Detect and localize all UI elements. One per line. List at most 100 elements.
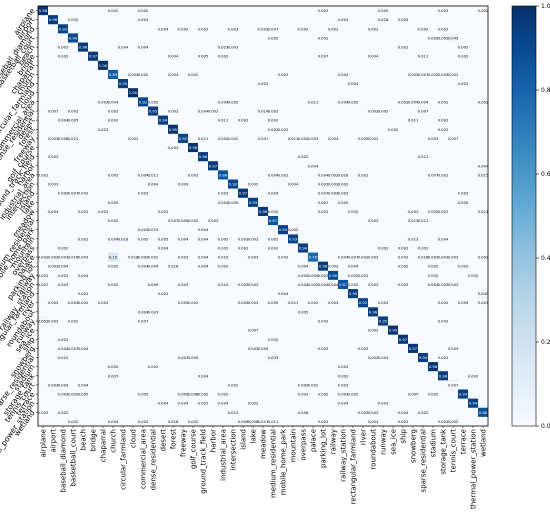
heatmap-cell	[178, 252, 188, 262]
x-tick-label: railway_station	[340, 429, 348, 482]
heatmap-cell	[268, 206, 278, 216]
heatmap-cell	[418, 97, 428, 107]
cell-value-label: 0.002	[398, 45, 409, 50]
heatmap-cell	[478, 289, 488, 299]
cell-value-label: 0.005	[438, 35, 449, 40]
heatmap-cell	[298, 261, 308, 271]
diagonal-cell	[298, 243, 308, 253]
heatmap-cell	[368, 416, 378, 426]
x-tick-label: river	[360, 429, 368, 445]
cell-value-label: 0.002	[138, 236, 149, 241]
heatmap-cell	[128, 252, 138, 262]
heatmap-cell	[168, 51, 178, 61]
cell-value-label: 0.004	[198, 236, 209, 241]
heatmap-cell	[348, 261, 358, 271]
heatmap-cell	[378, 106, 388, 116]
cell-value-label: 0.002	[458, 81, 469, 86]
colorbar-tick-label: 0.2	[541, 339, 550, 346]
cell-value-label: 0.002	[478, 99, 489, 104]
cell-value-label: 0.005	[108, 200, 119, 205]
cell-value-label: 0.002	[238, 282, 249, 287]
x-tick-label: dense_residential	[150, 429, 158, 490]
diagonal-cell	[408, 343, 418, 353]
cell-value-label: 0.002	[378, 300, 389, 305]
heatmap-cell	[208, 106, 218, 116]
heatmap-cell	[458, 298, 468, 308]
cell-value-label: 0.003	[438, 8, 449, 13]
heatmap-cell	[318, 389, 328, 399]
cell-value-label: 0.002	[278, 255, 289, 260]
cell-value-label: 0.97	[209, 163, 218, 168]
cell-value-label: 0.008	[58, 136, 69, 141]
cell-value-label: 0.002	[238, 245, 249, 250]
cell-value-label: 0.002	[478, 8, 489, 13]
x-tick-label: mountain	[290, 429, 298, 462]
diagonal-cell	[38, 6, 48, 16]
heatmap-cell	[438, 124, 448, 134]
cell-value-label: 0.002	[328, 172, 339, 177]
heatmap-cell	[328, 170, 338, 180]
heatmap-cell	[238, 279, 248, 290]
heatmap-cell	[428, 261, 438, 271]
cell-value-label: 0.002	[358, 172, 369, 177]
cell-value-label: 0.004	[138, 309, 149, 314]
cell-value-label: 0.002	[308, 382, 319, 387]
heatmap-cell	[398, 15, 408, 25]
cell-value-label: 0.004	[298, 282, 309, 287]
heatmap-cell	[198, 234, 208, 244]
x-tick-label: mobile_home_park	[280, 428, 288, 495]
cell-value-label: 0.011	[418, 218, 429, 223]
heatmap-cell	[438, 416, 448, 426]
heatmap-cell	[268, 298, 278, 308]
diagonal-cell	[148, 106, 158, 116]
heatmap-cell	[218, 42, 228, 52]
cell-value-label: 0.004	[418, 99, 429, 104]
cell-value-label: 0.98	[39, 8, 48, 13]
heatmap-cell	[68, 416, 78, 426]
heatmap-cell	[248, 234, 258, 244]
heatmap-cell	[238, 115, 248, 125]
cell-value-label: 0.86	[219, 172, 228, 177]
heatmap-cell	[338, 188, 348, 198]
heatmap-cell	[78, 380, 88, 390]
cell-value-label: 0.004	[318, 172, 329, 177]
cell-value-label: 0.002	[428, 209, 439, 214]
cell-value-label: 0.002	[278, 127, 289, 132]
cell-value-label: 0.94	[299, 245, 308, 250]
heatmap-cell	[298, 24, 308, 34]
cell-value-label: 0.87	[269, 218, 278, 223]
heatmap-cell	[148, 97, 158, 107]
heatmap-cell	[438, 33, 448, 43]
heatmap-cell	[338, 362, 348, 372]
cell-value-label: 0.002	[398, 245, 409, 250]
cell-value-label: 0.007	[438, 209, 449, 214]
heatmap-cell	[348, 279, 358, 290]
cell-value-label: 0.002	[238, 236, 249, 241]
cell-value-label: 0.011	[418, 54, 429, 59]
diagonal-cell	[348, 289, 358, 299]
heatmap-cell	[458, 51, 468, 61]
cell-value-label: 0.002	[248, 236, 259, 241]
colorbar-tick-label: 0.6	[541, 171, 550, 178]
heatmap-cell	[198, 24, 208, 34]
heatmap-cell	[178, 279, 188, 290]
heatmap-cell	[478, 206, 488, 216]
heatmap-cell	[178, 179, 188, 189]
heatmap-cell	[408, 69, 418, 80]
cell-value-label: 0.007	[268, 26, 279, 31]
cell-value-label: 0.95	[349, 291, 358, 296]
cell-value-label: 0.004	[328, 300, 339, 305]
cell-value-label: 0.002	[398, 264, 409, 269]
cell-value-label: 0.002	[438, 282, 449, 287]
heatmap-cell	[418, 24, 428, 34]
cell-value-label: 0.052	[38, 319, 49, 324]
cell-value-label: 0.002	[308, 300, 319, 305]
diagonal-cell	[388, 325, 398, 335]
heatmap-cell	[108, 362, 118, 372]
heatmap-cell	[428, 133, 438, 143]
cell-value-label: 0.025	[458, 200, 469, 205]
x-tick-label: roundabout	[370, 429, 378, 470]
cell-value-label: 0.018	[118, 236, 129, 241]
heatmap-cell	[278, 289, 288, 299]
cell-value-label: 0.004	[78, 382, 89, 387]
